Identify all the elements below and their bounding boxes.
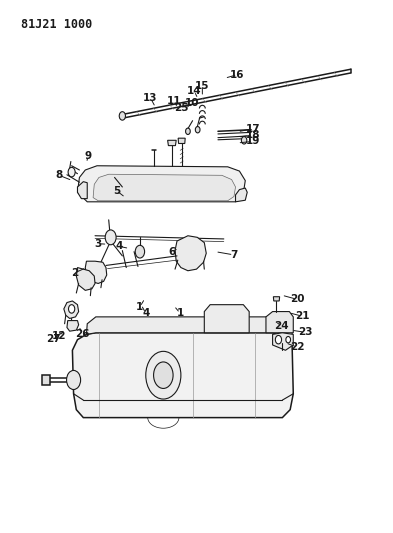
Text: 24: 24 (274, 321, 289, 331)
Polygon shape (274, 297, 279, 301)
Polygon shape (86, 317, 292, 345)
Text: 21: 21 (296, 311, 310, 321)
Text: 16: 16 (230, 70, 245, 79)
Circle shape (135, 245, 145, 258)
Circle shape (105, 230, 116, 245)
Text: 81J21 1000: 81J21 1000 (21, 18, 92, 31)
Circle shape (185, 128, 190, 134)
Text: 17: 17 (246, 124, 261, 134)
Polygon shape (178, 138, 185, 143)
Polygon shape (42, 375, 50, 385)
Polygon shape (72, 333, 293, 418)
Text: 18: 18 (246, 130, 260, 140)
Polygon shape (85, 261, 107, 284)
Polygon shape (175, 236, 206, 271)
Text: 1: 1 (136, 302, 143, 312)
Text: 12: 12 (52, 332, 66, 342)
Circle shape (286, 336, 290, 343)
Text: 7: 7 (230, 250, 237, 260)
Polygon shape (64, 301, 79, 318)
Circle shape (68, 305, 75, 313)
Circle shape (146, 351, 181, 399)
Polygon shape (77, 182, 87, 199)
Text: 10: 10 (185, 98, 199, 108)
Polygon shape (77, 166, 245, 202)
Text: 27: 27 (46, 334, 61, 344)
Circle shape (119, 112, 125, 120)
Text: 6: 6 (169, 247, 176, 257)
Text: 1: 1 (176, 308, 184, 318)
Text: 26: 26 (75, 329, 90, 339)
Polygon shape (235, 188, 247, 202)
Text: 5: 5 (113, 185, 120, 196)
Text: 22: 22 (290, 342, 305, 352)
Text: 9: 9 (84, 151, 92, 161)
Circle shape (68, 167, 75, 177)
Text: 4: 4 (142, 308, 149, 318)
Text: 23: 23 (298, 327, 312, 337)
Polygon shape (93, 174, 235, 201)
Text: 15: 15 (195, 80, 209, 91)
Polygon shape (76, 268, 95, 290)
Polygon shape (67, 320, 79, 331)
Text: 20: 20 (290, 294, 305, 304)
Text: 19: 19 (246, 136, 260, 147)
Circle shape (154, 362, 173, 389)
Circle shape (195, 126, 200, 133)
Text: 4: 4 (116, 241, 123, 252)
Polygon shape (204, 305, 249, 333)
Text: 2: 2 (71, 268, 78, 278)
Text: 3: 3 (95, 239, 102, 249)
Circle shape (241, 136, 247, 144)
Circle shape (66, 370, 81, 390)
Text: 14: 14 (187, 86, 202, 96)
Text: 13: 13 (143, 93, 158, 103)
Polygon shape (266, 312, 293, 333)
Circle shape (275, 335, 281, 344)
Text: 8: 8 (55, 171, 63, 180)
Text: 25: 25 (174, 103, 189, 114)
Text: 11: 11 (167, 95, 181, 106)
Polygon shape (168, 140, 176, 146)
Polygon shape (273, 333, 293, 350)
